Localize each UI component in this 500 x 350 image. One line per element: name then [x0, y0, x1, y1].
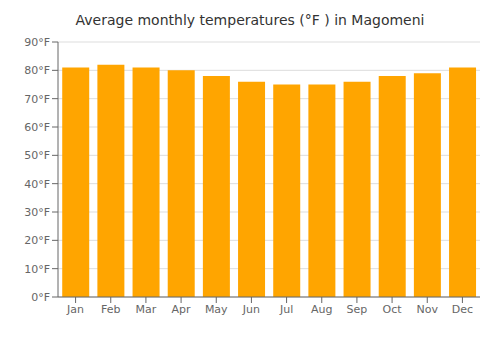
svg-text:Sep: Sep — [347, 303, 368, 316]
svg-text:Jan: Jan — [66, 303, 84, 316]
svg-text:Mar: Mar — [136, 303, 157, 316]
svg-text:May: May — [205, 303, 228, 316]
svg-text:Dec: Dec — [452, 303, 473, 316]
svg-text:Jun: Jun — [242, 303, 260, 316]
svg-text:30°F: 30°F — [24, 206, 50, 219]
svg-text:Feb: Feb — [101, 303, 120, 316]
html-text:Average monthly temperatures (: Average monthly temperatures (°F ) in Ma… — [75, 12, 425, 28]
svg-text:20°F: 20°F — [24, 234, 50, 247]
svg-text:60°F: 60°F — [24, 121, 50, 134]
svg-text:Nov: Nov — [417, 303, 439, 316]
svg-text:Apr: Apr — [172, 303, 192, 316]
svg-text:0°F: 0°F — [31, 291, 50, 304]
svg-text:70°F: 70°F — [24, 93, 50, 106]
svg-text:Jul: Jul — [279, 303, 293, 316]
svg-text:Oct: Oct — [383, 303, 403, 316]
svg-text:80°F: 80°F — [24, 64, 50, 77]
svg-text:50°F: 50°F — [24, 149, 50, 162]
svg-text:10°F: 10°F — [24, 263, 50, 276]
svg-text:40°F: 40°F — [24, 178, 50, 191]
svg-text:90°F: 90°F — [24, 36, 50, 49]
svg-text:Aug: Aug — [311, 303, 332, 316]
